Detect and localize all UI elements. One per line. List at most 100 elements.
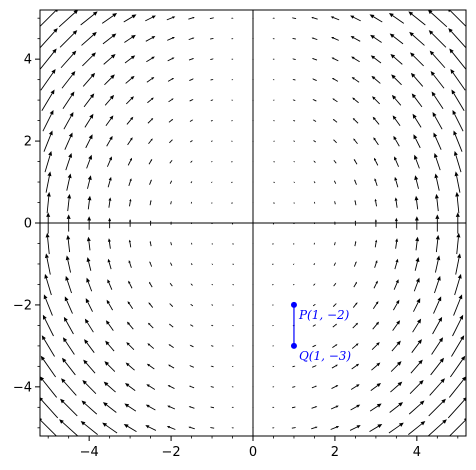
vector-arrow — [231, 120, 234, 122]
vector-arrow — [411, 339, 422, 353]
vector-arrow — [351, 76, 360, 83]
y-tick-label: −2 — [13, 298, 32, 313]
vector-arrow — [67, 193, 72, 212]
vector-arrow — [80, 11, 98, 26]
vector-arrow — [452, 314, 464, 337]
vector-arrow — [41, 335, 55, 357]
vector-arrow — [451, 335, 465, 357]
vector-arrow — [369, 14, 383, 23]
vector-arrow — [231, 365, 234, 368]
vector-arrow — [147, 343, 155, 349]
vector-arrow — [231, 99, 234, 101]
vector-arrow — [42, 314, 54, 337]
vector-arrow — [433, 152, 441, 171]
vector-arrow — [61, 378, 77, 396]
vector-arrow — [428, 398, 446, 417]
vector-arrow — [43, 130, 53, 152]
vector-arrow — [450, 355, 466, 378]
vector-arrow — [66, 234, 71, 253]
x-tick-label: 2 — [331, 445, 339, 460]
vector-arrow — [393, 135, 400, 147]
vector-arrow — [210, 120, 214, 122]
vector-arrow — [189, 324, 194, 327]
vector-arrow — [169, 139, 173, 144]
vector-arrow — [82, 72, 96, 87]
vector-arrow — [147, 322, 154, 329]
vector-arrow — [273, 140, 275, 142]
vector-arrow — [388, 12, 405, 24]
vector-arrow — [167, 405, 176, 410]
vector-arrow — [231, 79, 234, 81]
vector-arrow — [331, 77, 339, 82]
vector-arrow — [124, 34, 136, 43]
vector-arrow — [374, 219, 377, 227]
vector-arrow — [125, 96, 134, 105]
vector-arrow — [60, 50, 77, 69]
vector-arrow — [40, 48, 57, 71]
vector-arrow — [209, 17, 215, 20]
vector-arrow — [231, 140, 233, 142]
vector-arrow — [81, 31, 97, 46]
vector-arrow — [190, 201, 193, 204]
vector-arrow — [414, 216, 419, 230]
vector-arrow — [413, 134, 421, 149]
vector-arrow — [292, 365, 296, 368]
vector-arrow — [451, 89, 465, 111]
vector-arrow — [66, 173, 72, 191]
vector-arrow — [354, 240, 357, 247]
vector-arrow — [102, 402, 117, 413]
vector-arrow — [145, 425, 157, 431]
vector-arrow — [392, 115, 401, 127]
vector-arrow — [84, 113, 94, 128]
vector-arrow — [61, 71, 76, 89]
vector-arrow — [332, 323, 338, 328]
vector-arrow — [374, 239, 378, 248]
vector-arrow — [104, 94, 115, 106]
vector-arrow — [453, 294, 463, 316]
vector-arrow — [371, 75, 381, 84]
vector-arrow — [394, 176, 399, 188]
vector-arrow — [189, 78, 194, 82]
vector-arrow — [45, 171, 52, 193]
vector-arrow — [409, 380, 424, 394]
vector-arrow — [108, 197, 112, 208]
vector-arrow — [123, 423, 137, 433]
vector-arrow — [84, 318, 94, 333]
vector-arrow — [312, 324, 317, 327]
vector-arrow — [189, 385, 195, 389]
vector-arrow — [169, 180, 172, 184]
vector-arrow — [210, 386, 214, 388]
vector-arrow — [292, 78, 296, 81]
vector-arrow — [147, 97, 154, 104]
vector-arrow — [169, 282, 173, 287]
vector-arrow — [59, 419, 79, 436]
vector-arrow — [40, 10, 58, 28]
vector-arrow — [211, 284, 213, 286]
vector-arrow — [170, 200, 172, 205]
vector-arrow — [449, 48, 466, 71]
vector-arrow — [127, 301, 134, 309]
vector-arrow — [40, 28, 58, 49]
vector-arrow — [105, 340, 115, 352]
vector-arrow — [454, 273, 462, 296]
vector-arrow — [370, 383, 381, 392]
vector-arrow — [58, 10, 79, 28]
vector-arrow — [352, 117, 359, 124]
vector-arrow — [350, 404, 361, 411]
vector-arrow — [311, 16, 318, 20]
vector-arrow — [414, 257, 420, 271]
vector-arrow — [291, 427, 297, 429]
vector-arrow — [391, 74, 402, 86]
vector-arrow — [388, 422, 404, 434]
vector-arrow — [126, 342, 135, 351]
vector-arrow — [211, 263, 214, 265]
vector-arrow — [125, 383, 136, 392]
vector-arrow — [333, 282, 337, 287]
vector-arrow — [273, 181, 275, 184]
vector-arrow — [313, 140, 316, 143]
vector-arrow — [312, 119, 317, 122]
vector-arrow — [453, 150, 462, 173]
vector-arrow — [313, 160, 316, 163]
vector-arrow — [391, 94, 402, 106]
vector-arrow — [373, 137, 379, 146]
